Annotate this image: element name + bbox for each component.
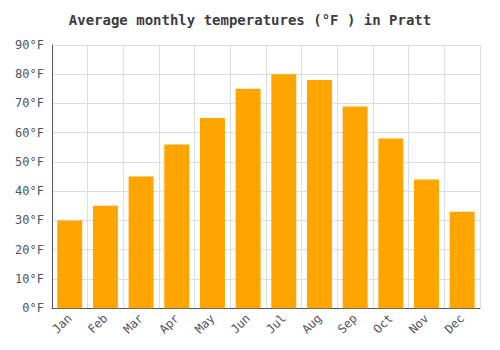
svg-text:80°F: 80°F (15, 67, 44, 81)
svg-text:Jun: Jun (228, 311, 253, 336)
svg-text:Apr: Apr (156, 311, 181, 336)
svg-text:20°F: 20°F (15, 243, 44, 257)
svg-text:Jul: Jul (264, 311, 289, 336)
svg-text:Feb: Feb (85, 311, 110, 336)
svg-text:Mar: Mar (121, 311, 146, 336)
svg-text:Oct: Oct (371, 311, 396, 336)
svg-text:Nov: Nov (406, 311, 431, 336)
svg-text:Aug: Aug (299, 311, 324, 336)
svg-text:Sep: Sep (335, 311, 360, 336)
svg-text:30°F: 30°F (15, 213, 44, 227)
svg-text:90°F: 90°F (15, 38, 44, 52)
svg-text:50°F: 50°F (15, 155, 44, 169)
svg-text:40°F: 40°F (15, 184, 44, 198)
svg-text:Jan: Jan (49, 311, 74, 336)
svg-text:0°F: 0°F (22, 301, 44, 315)
svg-text:10°F: 10°F (15, 272, 44, 286)
svg-text:May: May (192, 311, 217, 336)
svg-text:60°F: 60°F (15, 126, 44, 140)
svg-text:70°F: 70°F (15, 96, 44, 110)
svg-text:Dec: Dec (442, 311, 467, 336)
svg-text:Average monthly temperatures (: Average monthly temperatures (°F ) in Pr… (69, 12, 431, 28)
